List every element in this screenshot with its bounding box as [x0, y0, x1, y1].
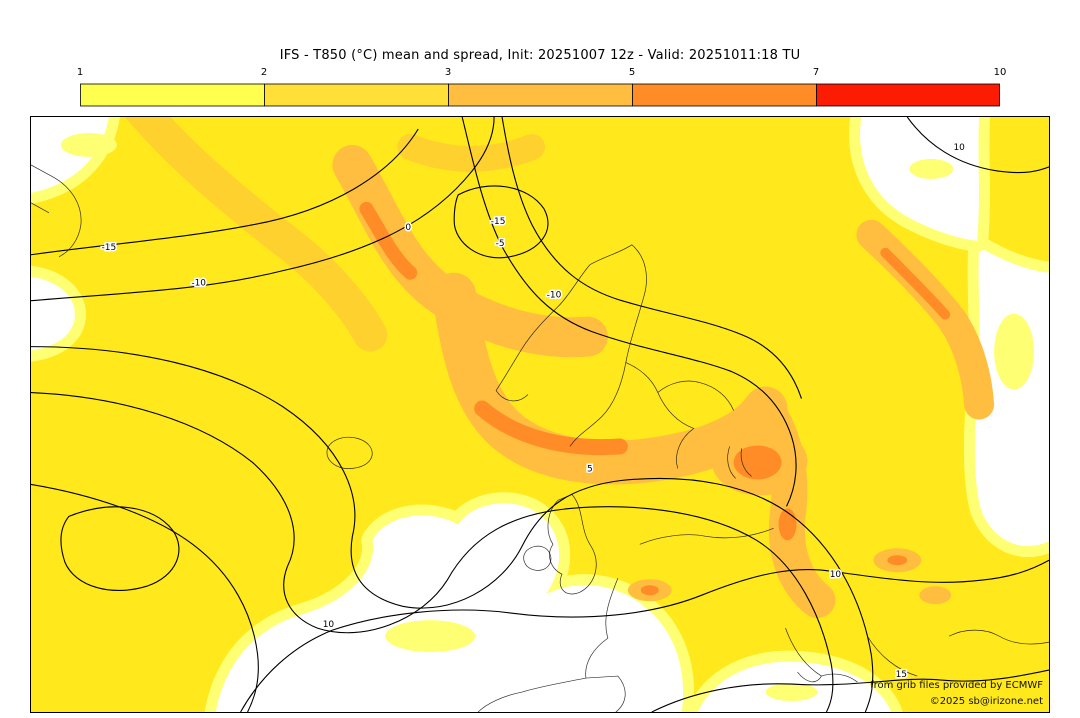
coastline-black-sea [949, 629, 1049, 645]
contour-label: -15 [102, 243, 117, 253]
spread5-core [778, 508, 797, 541]
attribution: from grib files provided by ECMWF ©2025 … [870, 678, 1043, 709]
contour-line [501, 117, 803, 399]
contour-line [906, 117, 1049, 174]
colorbar [80, 83, 1000, 107]
mean-contours [31, 117, 1049, 712]
contour-line [31, 128, 419, 256]
colorbar-tick: 7 [812, 67, 820, 78]
spread5-core [640, 585, 659, 596]
contour-line [31, 483, 259, 712]
spread1-patch [994, 313, 1035, 390]
contour-label: -15 [491, 217, 506, 227]
coastlines [31, 164, 1049, 712]
contour-line [60, 506, 180, 592]
colorbar-ticks: 1 2 3 5 7 10 [76, 67, 1007, 80]
colorbar-tick: 2 [260, 67, 268, 78]
chart-title: IFS - T850 (°C) mean and spread, Init: 2… [279, 48, 801, 63]
contour-label: 5 [587, 464, 593, 474]
contour-label: 0 [405, 223, 411, 233]
contour-line [453, 185, 549, 259]
spread1-patch [765, 683, 818, 702]
colorbar-segment [448, 83, 633, 107]
low-spread-region [849, 117, 991, 252]
colorbar-segment [632, 83, 817, 107]
contour-label: 15 [896, 670, 907, 680]
spread1-patch [385, 620, 476, 653]
attribution-copyright: ©2025 sb@irizone.net [929, 695, 1043, 707]
contour-line [240, 559, 1049, 712]
map-canvas: -15 -10 0 -5 -10 -15 5 10 10 10 15 [31, 117, 1049, 712]
spread3-band [125, 117, 388, 352]
coastline-uk [547, 493, 597, 595]
contour-labels: -15 -10 0 -5 -10 -15 5 10 10 10 15 [100, 141, 967, 681]
coastline-ireland [523, 545, 552, 571]
contour-label: 10 [830, 570, 842, 580]
contour-line [461, 117, 797, 507]
contour-label: 10 [953, 143, 965, 153]
spread5-cores [359, 201, 951, 596]
colorbar-tick: 1 [76, 67, 84, 78]
contour-line [31, 346, 874, 712]
coastline-denmark [727, 446, 752, 479]
contour-label: -10 [547, 291, 562, 301]
spread5-core [887, 555, 908, 566]
low-spread-region [204, 492, 695, 712]
low-spread-region [31, 265, 86, 362]
attribution-source: from grib files provided by ECMWF [870, 680, 1043, 691]
spread5-core [474, 400, 628, 456]
colorbar-segment [816, 83, 1000, 107]
coastline-scandinavia [495, 244, 647, 447]
colorbar-segment [80, 83, 265, 107]
spread1-patches [60, 132, 1035, 702]
contour-line [651, 669, 1049, 712]
map-area: -15 -10 0 -5 -10 -15 5 10 10 10 15 from … [30, 116, 1050, 713]
spread5-core [733, 445, 782, 480]
coastline-italy [785, 628, 918, 683]
coastline-france-iberia [477, 578, 626, 712]
contour-label: 10 [323, 620, 335, 630]
spread1-patch [909, 158, 954, 179]
colorbar-segment [264, 83, 449, 107]
spread5-core [359, 201, 418, 280]
spread3-band [397, 133, 545, 172]
spread5-core [880, 247, 951, 320]
contour-label: -5 [496, 239, 505, 249]
coastline-north-sea [639, 527, 774, 545]
contour-line [31, 391, 834, 712]
coastline-baltic [625, 362, 734, 469]
contour-line [31, 117, 495, 302]
low-spread-region [963, 235, 1049, 557]
colorbar-tick: 5 [628, 67, 636, 78]
spread1-patch [60, 132, 117, 157]
spread3-patch [919, 586, 952, 605]
contour-label: -10 [191, 279, 206, 289]
coastline-iceland [326, 436, 373, 469]
colorbar-tick: 10 [993, 67, 1007, 78]
colorbar-tick: 3 [444, 67, 452, 78]
